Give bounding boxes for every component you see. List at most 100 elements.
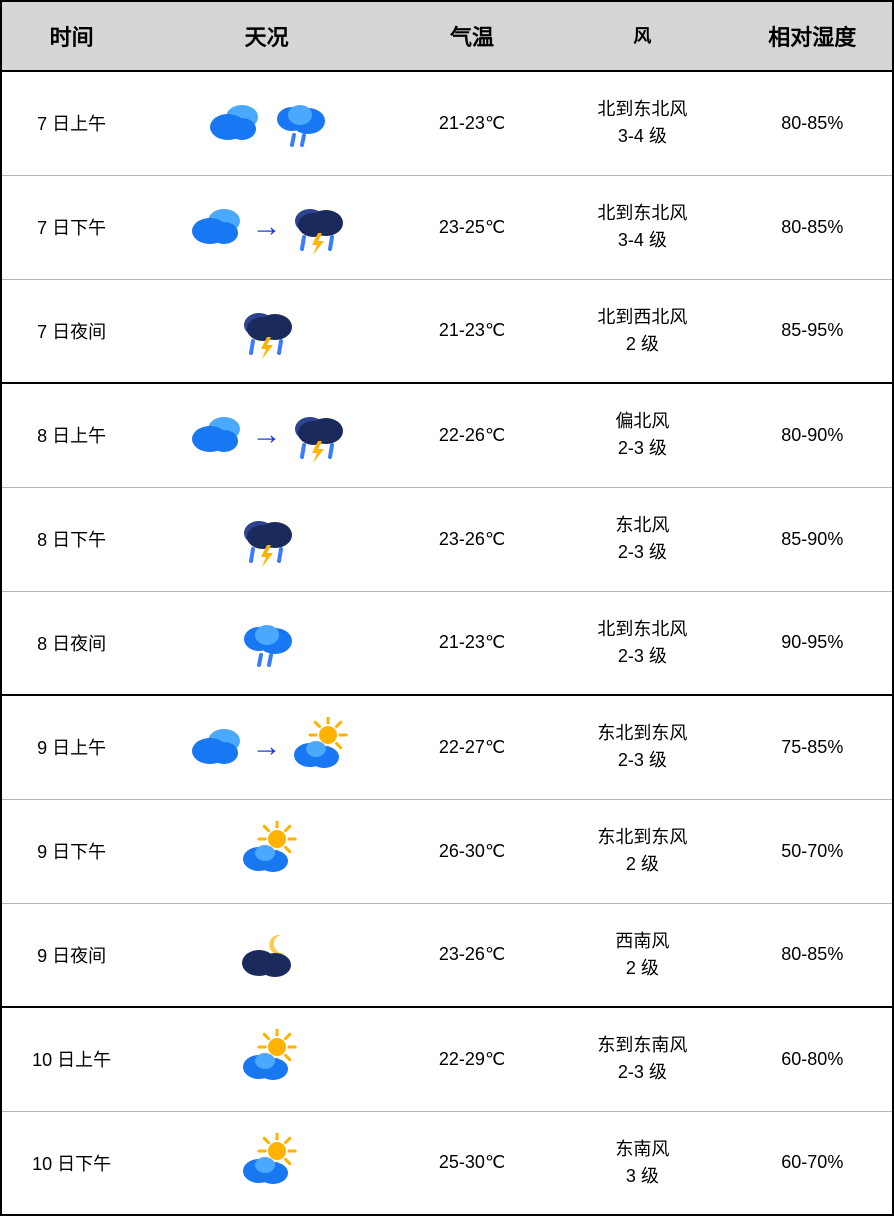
night-cloudy-icon: [237, 925, 297, 985]
wind-level: 2-3 级: [558, 1059, 726, 1086]
forecast-row: 10 日上午 22-29℃东到东南风2-3 级60-80%: [1, 1007, 893, 1111]
time-cell: 7 日夜间: [1, 279, 141, 383]
humidity-cell: 75-85%: [733, 695, 893, 799]
wind-cell: 东北风2-3 级: [552, 487, 732, 591]
wind-cell: 北到东北风3-4 级: [552, 71, 732, 175]
header-wind: 风: [552, 1, 732, 71]
partly-sunny-icon: [288, 717, 348, 777]
wind-direction: 东到东南风: [558, 1032, 726, 1059]
humidity-cell: 85-95%: [733, 279, 893, 383]
wind-level: 2-3 级: [558, 539, 726, 566]
header-row: 时间 天况 气温 风 相对湿度: [1, 1, 893, 71]
cloudy-icon: [186, 405, 246, 465]
forecast-row: 9 日夜间 23-26℃西南风2 级80-85%: [1, 903, 893, 1007]
time-cell: 10 日下午: [1, 1111, 141, 1215]
weather-cell: [141, 71, 392, 175]
thunderstorm-icon: [237, 509, 297, 569]
forecast-row: 9 日下午 26-30℃东北到东风2 级50-70%: [1, 799, 893, 903]
temp-cell: 21-23℃: [392, 591, 552, 695]
weather-cell: [141, 799, 392, 903]
wind-direction: 北到东北风: [558, 616, 726, 643]
arrow-icon: →: [252, 210, 282, 244]
header-humidity: 相对湿度: [733, 1, 893, 71]
humidity-cell: 80-85%: [733, 175, 893, 279]
wind-direction: 东北到东风: [558, 720, 726, 747]
time-cell: 7 日下午: [1, 175, 141, 279]
time-cell: 8 日上午: [1, 383, 141, 487]
weather-cell: [141, 903, 392, 1007]
weather-cell: [141, 279, 392, 383]
temp-cell: 26-30℃: [392, 799, 552, 903]
wind-level: 2-3 级: [558, 643, 726, 670]
wind-cell: 北到西北风2 级: [552, 279, 732, 383]
forecast-row: 7 日上午 21-23℃北到东北风3-4 级80-85%: [1, 71, 893, 175]
humidity-cell: 85-90%: [733, 487, 893, 591]
temp-cell: 21-23℃: [392, 71, 552, 175]
time-cell: 7 日上午: [1, 71, 141, 175]
humidity-cell: 60-80%: [733, 1007, 893, 1111]
wind-direction: 东北风: [558, 512, 726, 539]
forecast-row: 8 日上午 → 22-26℃偏北风2-3 级80-90%: [1, 383, 893, 487]
cloudy-icon: [204, 93, 264, 153]
header-weather: 天况: [141, 1, 392, 71]
wind-direction: 北到东北风: [558, 96, 726, 123]
weather-cell: [141, 1111, 392, 1215]
partly-sunny-icon: [237, 1029, 297, 1089]
forecast-row: 10 日下午 25-30℃东南风3 级60-70%: [1, 1111, 893, 1215]
time-cell: 9 日上午: [1, 695, 141, 799]
humidity-cell: 60-70%: [733, 1111, 893, 1215]
wind-level: 2-3 级: [558, 435, 726, 462]
wind-cell: 东北到东风2-3 级: [552, 695, 732, 799]
cloudy-icon: [186, 197, 246, 257]
arrow-icon: →: [252, 730, 282, 764]
humidity-cell: 50-70%: [733, 799, 893, 903]
wind-level: 2 级: [558, 851, 726, 878]
wind-level: 3-4 级: [558, 227, 726, 254]
wind-cell: 东北到东风2 级: [552, 799, 732, 903]
humidity-cell: 80-85%: [733, 71, 893, 175]
wind-cell: 西南风2 级: [552, 903, 732, 1007]
wind-level: 2 级: [558, 955, 726, 982]
wind-cell: 东南风3 级: [552, 1111, 732, 1215]
time-cell: 9 日夜间: [1, 903, 141, 1007]
forecast-row: 9 日上午 → 22-27℃东北到东风2-3 级75-85%: [1, 695, 893, 799]
wind-direction: 东南风: [558, 1136, 726, 1163]
wind-cell: 北到东北风2-3 级: [552, 591, 732, 695]
partly-sunny-icon: [237, 821, 297, 881]
wind-direction: 北到东北风: [558, 200, 726, 227]
temp-cell: 23-26℃: [392, 487, 552, 591]
weather-cell: →: [141, 695, 392, 799]
forecast-row: 7 日夜间 21-23℃北到西北风2 级85-95%: [1, 279, 893, 383]
time-cell: 10 日上午: [1, 1007, 141, 1111]
cloudy-icon: [186, 717, 246, 777]
weather-cell: [141, 591, 392, 695]
time-cell: 9 日下午: [1, 799, 141, 903]
wind-level: 3-4 级: [558, 123, 726, 150]
temp-cell: 25-30℃: [392, 1111, 552, 1215]
temp-cell: 22-26℃: [392, 383, 552, 487]
temp-cell: 23-25℃: [392, 175, 552, 279]
weather-cell: [141, 487, 392, 591]
weather-cell: [141, 1007, 392, 1111]
wind-cell: 偏北风2-3 级: [552, 383, 732, 487]
wind-direction: 偏北风: [558, 408, 726, 435]
thunderstorm-icon: [288, 197, 348, 257]
light-rain-icon: [237, 613, 297, 673]
wind-level: 2 级: [558, 331, 726, 358]
wind-direction: 北到西北风: [558, 304, 726, 331]
thunderstorm-icon: [288, 405, 348, 465]
wind-direction: 东北到东风: [558, 824, 726, 851]
temp-cell: 23-26℃: [392, 903, 552, 1007]
forecast-row: 8 日夜间 21-23℃北到东北风2-3 级90-95%: [1, 591, 893, 695]
wind-level: 2-3 级: [558, 747, 726, 774]
thunderstorm-icon: [237, 301, 297, 361]
weather-forecast-table: 时间 天况 气温 风 相对湿度 7 日上午 21-23℃北到东北风3-4 级80…: [0, 0, 894, 1216]
humidity-cell: 80-90%: [733, 383, 893, 487]
header-temp: 气温: [392, 1, 552, 71]
arrow-icon: →: [252, 418, 282, 452]
time-cell: 8 日下午: [1, 487, 141, 591]
temp-cell: 22-29℃: [392, 1007, 552, 1111]
temp-cell: 22-27℃: [392, 695, 552, 799]
wind-cell: 东到东南风2-3 级: [552, 1007, 732, 1111]
humidity-cell: 80-85%: [733, 903, 893, 1007]
